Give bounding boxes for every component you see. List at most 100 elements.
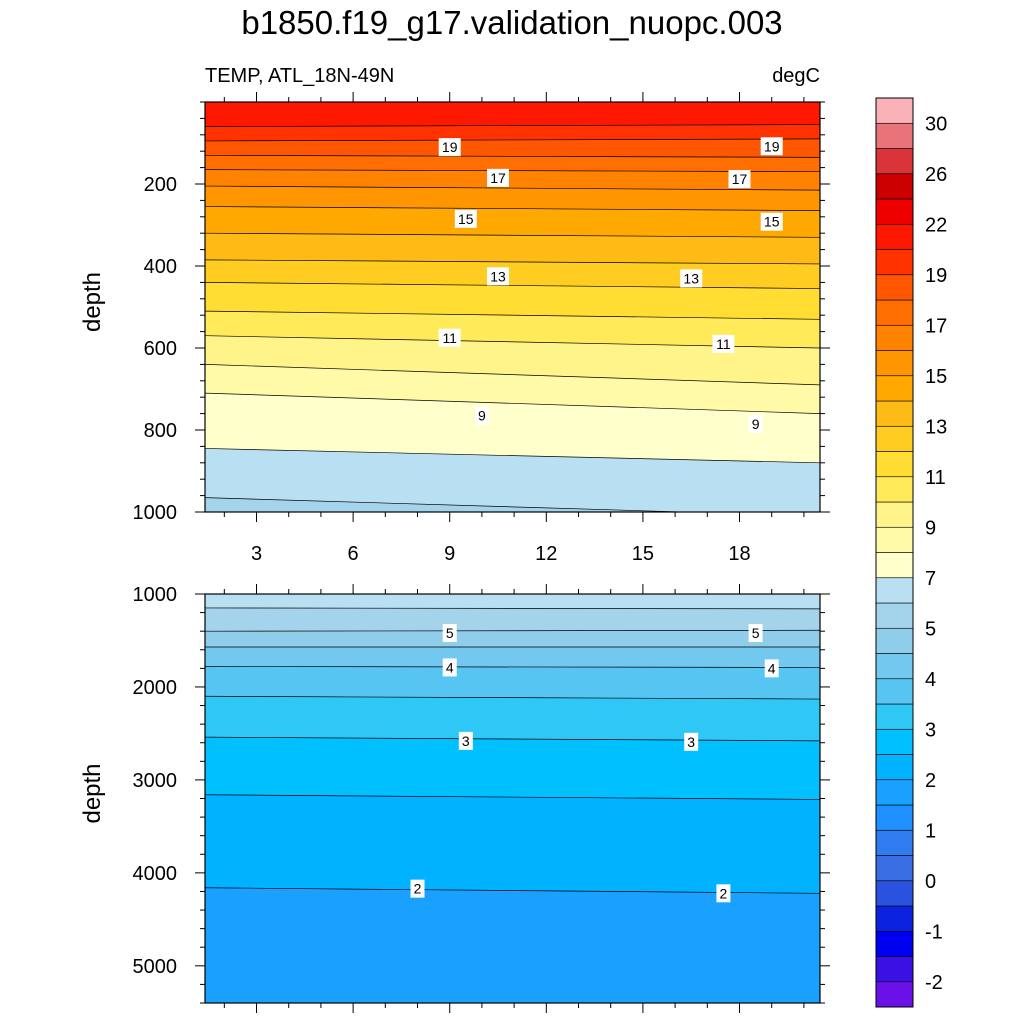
temperature-band: [205, 630, 820, 647]
temperature-band: [205, 124, 820, 141]
colorbar-tick-label: 2: [925, 770, 936, 792]
contour-label-box: [680, 269, 703, 288]
contour-label: 2: [414, 881, 422, 897]
contour-label-box: [684, 732, 699, 751]
temperature-band: [205, 138, 820, 158]
colorbar-tick-label: 22: [925, 214, 947, 236]
contour-label: 11: [442, 330, 457, 346]
isotherm-line: [205, 124, 820, 127]
contour-label-box: [712, 334, 735, 353]
contour-label: 13: [490, 268, 506, 284]
contour-label: 17: [732, 171, 748, 187]
colorbar-box: [875, 653, 914, 680]
colorbar-tick-label: 19: [925, 265, 947, 287]
chart-title: b1850.f19_g17.validation_nuopc.003: [241, 4, 782, 41]
temperature-band: [205, 646, 820, 668]
isotherm-line: [205, 206, 820, 211]
isotherm-line: [205, 185, 820, 191]
temperature-band: [205, 155, 820, 172]
contour-label-box: [438, 328, 461, 347]
isotherm-line: [205, 448, 820, 464]
y-tick-label: 800: [144, 420, 177, 442]
chart-subtitle-units: degC: [772, 65, 820, 87]
contour-label: 4: [768, 660, 776, 676]
y-tick-label: 1000: [133, 584, 178, 606]
isotherm-line: [205, 695, 820, 700]
x-tick-label: 9: [444, 543, 455, 565]
colorbar-box: [875, 148, 914, 175]
colorbar-tick-label: 15: [925, 366, 947, 388]
colorbar-box: [875, 728, 914, 755]
isotherm-line: [205, 138, 820, 142]
y-tick-label: 400: [144, 256, 177, 278]
x-tick-label: 15: [632, 543, 654, 565]
contour-label-box: [442, 624, 457, 643]
panel-lower-plot-area: 5 5 4 4 3 3 2 2: [205, 594, 820, 1003]
isotherm-line: [205, 169, 820, 173]
contour-panels: 19 19 17 17 15 15 13 13 11 11 9 9 200 400 600 800 1000 3 6…: [79, 92, 830, 1013]
isotherm-line: [205, 232, 820, 238]
colorbar-box: [875, 804, 914, 831]
contour-label: 2: [720, 885, 728, 901]
isotherm-line: [205, 497, 696, 512]
temperature-band: [205, 696, 820, 741]
contour-label: 11: [716, 336, 731, 352]
contour-label: 9: [478, 408, 486, 424]
temperature-band: [205, 335, 820, 385]
colorbar-box: [875, 779, 914, 806]
colorbar-box: [875, 476, 914, 503]
isotherm-line: [205, 392, 820, 414]
colorbar-box: [875, 552, 914, 579]
contour-label: 3: [687, 734, 695, 750]
contour-label: 5: [752, 625, 760, 641]
y-tick-label: 600: [144, 338, 177, 360]
colorbar-box: [875, 855, 914, 882]
temperature-band: [205, 448, 820, 512]
colorbar-box: [875, 905, 914, 932]
colorbar-tick-label: 9: [925, 517, 936, 539]
contour-label: 4: [446, 659, 454, 675]
colorbar-tick-label: 7: [925, 568, 936, 590]
colorbar-box: [875, 602, 914, 629]
y-axis-title: depth: [79, 763, 106, 823]
colorbar-box: [875, 451, 914, 478]
y-tick-label: 200: [144, 174, 177, 196]
colorbar-box: [875, 400, 914, 427]
panel-upper-plot-area: 19 19 17 17 15 15 13 13 11 11 9 9: [205, 102, 820, 512]
contour-label-box: [438, 138, 461, 157]
panel-upper: 19 19 17 17 15 15 13 13 11 11 9 9 200 400 600 800 1000 3 6…: [79, 92, 830, 565]
contour-label: 15: [764, 214, 780, 230]
panel-frame: [204, 101, 821, 513]
y-axis-title: depth: [79, 272, 106, 332]
isotherm-line: [205, 736, 820, 742]
contour-label-box: [458, 731, 473, 750]
colorbar-tick-label: 3: [925, 719, 936, 741]
x-tick-label: 6: [348, 543, 359, 565]
colorbar-tick-label: 13: [925, 416, 947, 438]
isotherm-line: [205, 364, 820, 386]
contour-label-box: [474, 406, 489, 425]
colorbar-tick-label: 30: [925, 113, 947, 135]
temperature-band: [205, 794, 820, 894]
contour-label: 9: [752, 416, 760, 432]
temperature-band: [205, 102, 820, 127]
temperature-band: [205, 169, 820, 191]
contour-label: 17: [490, 170, 506, 186]
y-tick-label: 1000: [133, 502, 178, 524]
colorbar-box: [875, 981, 914, 1008]
y-tick-label: 4000: [133, 863, 178, 885]
contour-label-box: [487, 267, 510, 286]
colorbar-box: [875, 425, 914, 452]
y-tick-label: 2000: [133, 677, 178, 699]
isotherm-line: [205, 310, 820, 320]
contour-label: 13: [683, 270, 699, 286]
colorbar-box: [875, 173, 914, 200]
colorbar-box: [875, 350, 914, 377]
colorbar-tick-label: 0: [925, 871, 936, 893]
colorbar-box: [875, 223, 914, 250]
colorbar: -2 -1 0 1 2 3 4 5 7 9 11 13 15 17 19 22 26 30: [875, 97, 947, 1008]
colorbar-box: [875, 930, 914, 957]
temperature-band: [205, 594, 820, 609]
colorbar-box: [875, 299, 914, 326]
contour-label: 19: [442, 139, 458, 155]
